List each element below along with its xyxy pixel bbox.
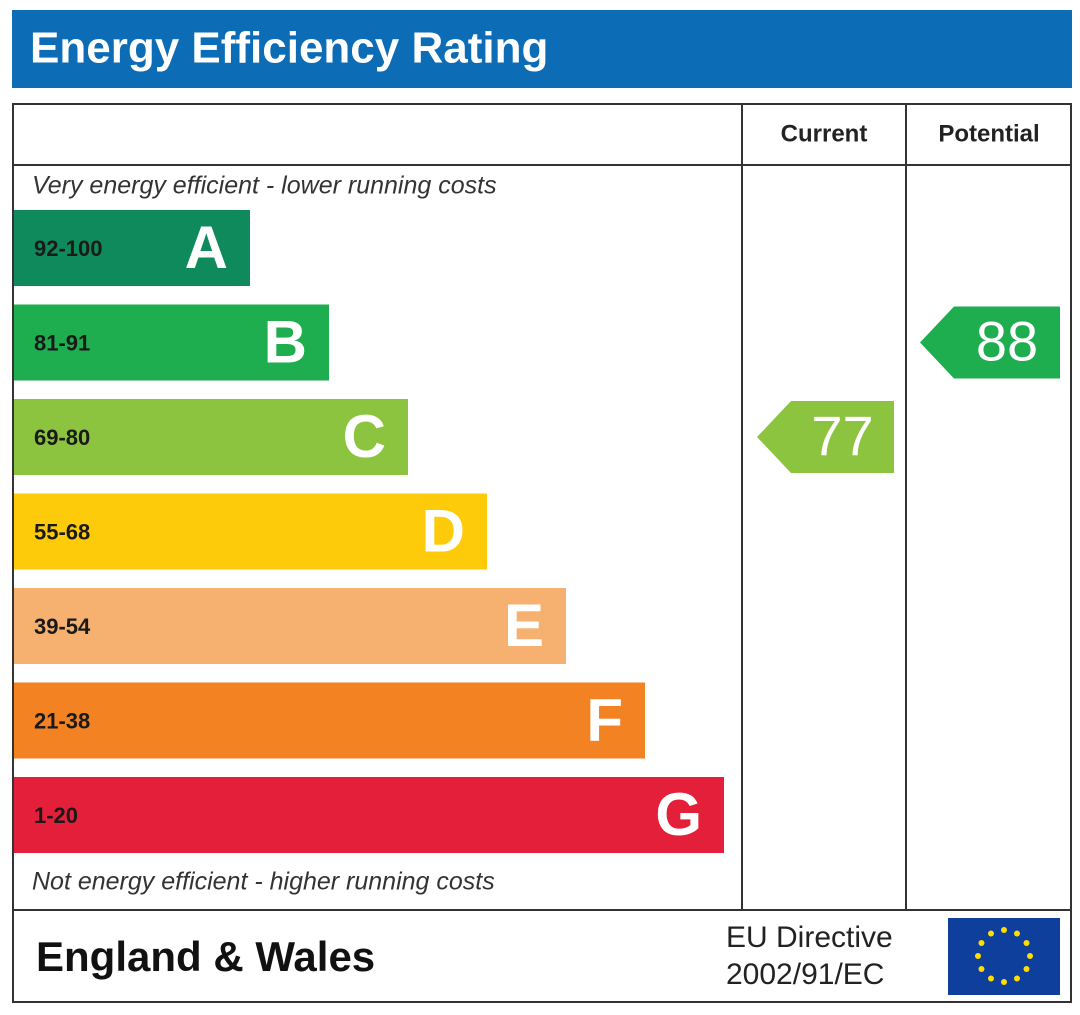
band-bar xyxy=(14,777,724,853)
band-letter: E xyxy=(504,592,544,659)
band-bar xyxy=(14,399,408,475)
band-range: 1-20 xyxy=(34,803,78,828)
region: England & Wales xyxy=(36,933,375,980)
rating-value: 88 xyxy=(976,309,1038,372)
frame xyxy=(12,103,1072,1003)
band-letter: B xyxy=(264,308,307,375)
star xyxy=(1027,953,1033,959)
band-range: 39-54 xyxy=(34,614,91,639)
star xyxy=(1001,979,1007,985)
flag-stars xyxy=(975,927,1033,985)
band-range: 69-80 xyxy=(34,425,90,450)
directive: 2002/91/EC xyxy=(726,958,884,991)
star xyxy=(1001,927,1007,933)
star xyxy=(988,975,994,982)
band-bar xyxy=(14,210,250,286)
band-letter: F xyxy=(586,686,623,753)
column-header: Current xyxy=(781,120,868,147)
rating-arrow xyxy=(757,401,894,473)
band-range: 21-38 xyxy=(34,708,90,733)
star xyxy=(988,930,994,937)
band-range: 55-68 xyxy=(34,519,90,544)
band-letter: A xyxy=(185,214,228,281)
band-letter: G xyxy=(655,781,702,848)
band-range: 92-100 xyxy=(34,236,103,261)
band-bar xyxy=(14,493,487,570)
star xyxy=(975,953,981,959)
band-letter: C xyxy=(343,403,386,470)
rating-value: 77 xyxy=(811,404,873,467)
star xyxy=(978,966,985,972)
rating-arrow xyxy=(920,306,1060,379)
band-letter: D xyxy=(422,497,465,564)
band-bar xyxy=(14,682,645,759)
star xyxy=(1023,966,1030,972)
column-header: Potential xyxy=(938,120,1039,147)
directive: EU Directive xyxy=(726,921,893,954)
top-note: Very energy efficient - lower running co… xyxy=(32,172,497,200)
title: Energy Efficiency Rating xyxy=(30,24,548,73)
star xyxy=(1014,930,1020,937)
band-bar xyxy=(14,588,566,664)
title-bar xyxy=(12,10,1072,88)
eu-flag xyxy=(948,918,1060,995)
star xyxy=(1014,975,1020,982)
star xyxy=(1023,940,1030,946)
star xyxy=(978,940,985,946)
band-range: 81-91 xyxy=(34,330,90,355)
band-bar xyxy=(14,304,329,381)
bottom-note: Not energy efficient - higher running co… xyxy=(32,868,495,896)
